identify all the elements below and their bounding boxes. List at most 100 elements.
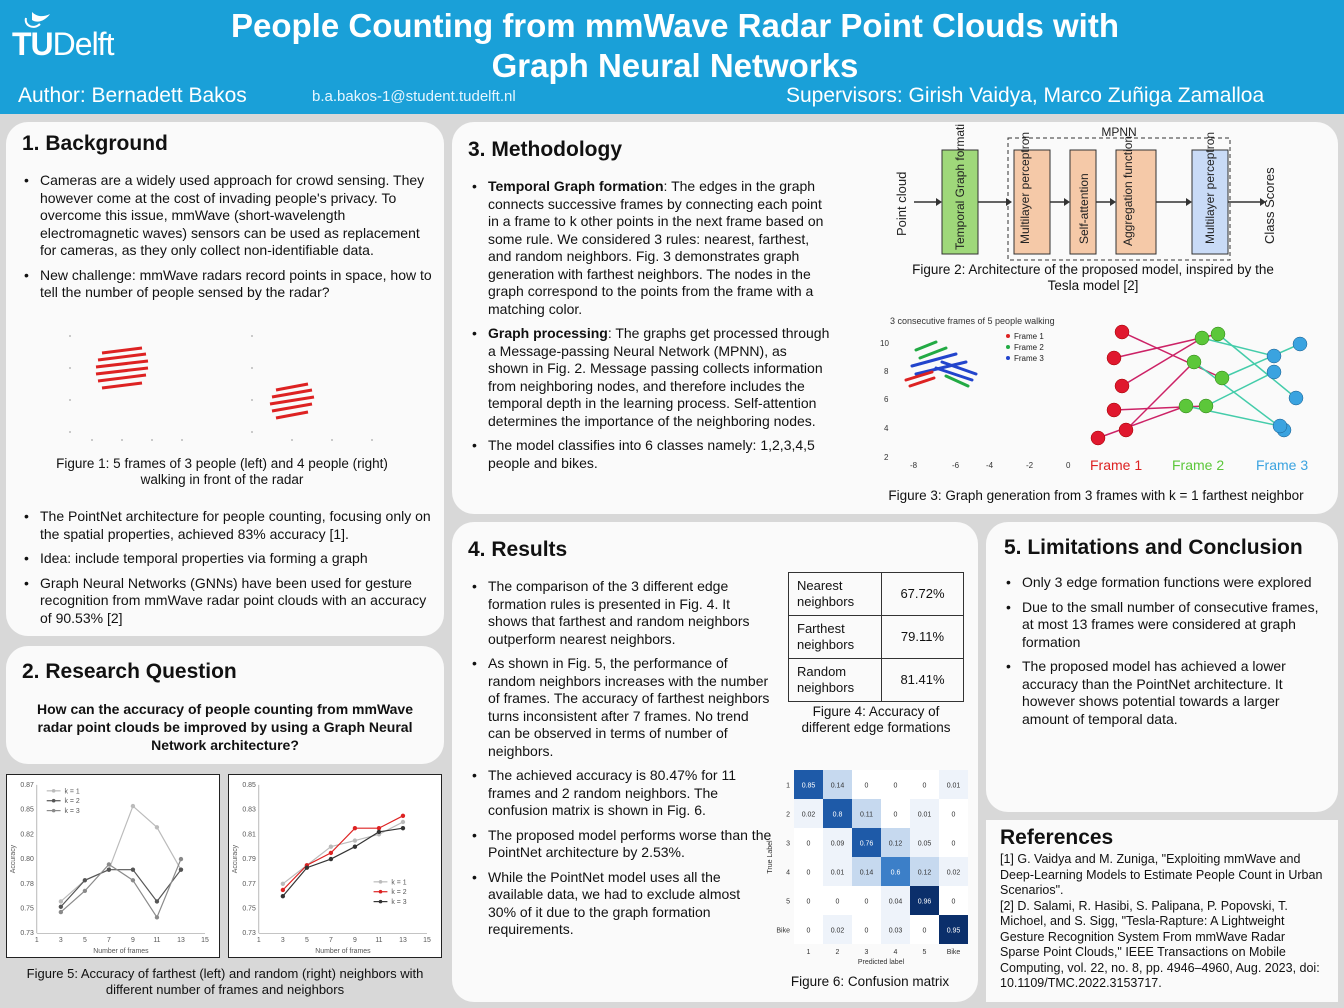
cm-cell	[910, 770, 939, 799]
x-tick-label: 7	[329, 937, 333, 944]
cm-cell	[852, 799, 881, 828]
title-line-1: People Counting from mmWave Radar Point …	[231, 7, 1119, 44]
author-email: b.a.bakos-1@student.tudelft.nl	[312, 88, 516, 105]
cm-value: 0.05	[918, 841, 932, 848]
svg-text:-2: -2	[1026, 461, 1034, 470]
data-point	[400, 813, 406, 818]
limitations-title: 5. Limitations and Conclusion	[1004, 536, 1303, 559]
figure4-caption: Figure 4: Accuracy of different edge for…	[801, 704, 951, 735]
cm-value: 0.14	[860, 870, 874, 877]
tudelft-flame-icon	[24, 12, 50, 28]
cm-value: 0	[807, 841, 811, 848]
mpnn-label: MPNN	[1101, 125, 1136, 139]
figure5-left-chart: 1 3 5 7 9 11 13 150.730.750.780.800.820.850.87N…	[6, 774, 220, 958]
y-tick-label: 0.79	[242, 856, 256, 863]
cm-value: 0.02	[802, 812, 816, 819]
data-point	[352, 838, 358, 843]
cm-cell	[794, 770, 823, 799]
data-point	[328, 850, 334, 856]
data-point	[154, 899, 160, 904]
figure1-caption: Figure 1: 5 frames of 3 people (left) an…	[56, 456, 388, 487]
y-tick-label: 0.73	[242, 930, 256, 937]
cm-y-tick: 3	[786, 841, 790, 848]
x-tick-label: 15	[201, 937, 209, 944]
cm-cell	[852, 857, 881, 886]
data-point	[376, 829, 382, 835]
figure1-point-clouds	[69, 335, 373, 441]
cm-y-tick: 1	[786, 783, 790, 790]
cm-value: 0	[865, 783, 869, 790]
x-tick-label: 1	[257, 937, 261, 944]
data-point	[280, 887, 286, 893]
frame3-nodes	[1266, 336, 1308, 438]
bullet: The PointNet architecture for people cou…	[22, 508, 432, 543]
y-tick-label: 0.75	[242, 906, 256, 913]
y-tick-label: 0.77	[242, 881, 256, 888]
cm-value: 0.01	[918, 812, 932, 819]
cm-value: 0	[865, 899, 869, 906]
bullet-graph-formation: Temporal Graph formation: The edges in t…	[470, 178, 830, 318]
x-axis-label: Number of frames	[93, 948, 149, 955]
legend-marker	[378, 889, 383, 894]
bullet-graph-processing: Graph processing: The graphs get process…	[470, 325, 830, 430]
cm-value: 0	[923, 783, 927, 790]
bullet: New challenge: mmWave radars record poin…	[22, 267, 432, 302]
fig3-plot-title: 3 consecutive frames of 5 people walking	[890, 316, 1055, 326]
data-point	[154, 825, 160, 830]
x-tick-label: 9	[131, 937, 135, 944]
references-panel: References [1] G. Vaidya and M. Zuniga, …	[986, 820, 1338, 1002]
results-title: 4. Results	[468, 538, 568, 561]
frame2-nodes	[1178, 326, 1230, 414]
data-point	[130, 867, 136, 872]
legend-label: k = 1	[391, 879, 406, 886]
research-panel: 2. Research Question How can the accurac…	[6, 646, 444, 764]
bullet: The proposed model has achieved a lower …	[1004, 658, 1324, 728]
svg-text:Multilayer perceptron: Multilayer perceptron	[1203, 132, 1217, 244]
cm-value: 0.96	[918, 899, 932, 906]
data-point	[58, 899, 64, 904]
x-tick-label: 13	[177, 937, 185, 944]
figure5-right-chart: 1 3 5 7 9 11 13 150.730.750.770.790.810.830.85N…	[228, 774, 442, 958]
frame3-label: Frame 3	[1256, 457, 1308, 473]
axis-dots-right	[251, 335, 373, 441]
figure3-graph-generation: 3 consecutive frames of 5 people walking…	[880, 316, 1308, 473]
reference-item: [1] G. Vaidya and M. Zuniga, "Exploiting…	[1000, 852, 1323, 897]
cm-cell	[881, 799, 910, 828]
cm-value: 0.09	[831, 841, 845, 848]
bullet: Idea: include temporal properties via fo…	[22, 550, 432, 568]
cm-x-tick: 5	[923, 949, 927, 956]
block-temporal-graph	[941, 149, 979, 255]
cm-cell	[823, 770, 852, 799]
results-bullets: The comparison of the 3 different edge f…	[470, 578, 772, 946]
y-axis-label: Accuracy	[232, 844, 239, 873]
svg-text:Multilayer perceptron: Multilayer perceptron	[1018, 132, 1032, 244]
cm-value: 0.12	[918, 870, 932, 877]
data-point	[82, 888, 88, 894]
limitations-bullets: Only 3 edge formation functions were exp…	[1004, 574, 1324, 735]
bullet: While the PointNet model uses all the av…	[470, 869, 772, 939]
figure5-caption: Figure 5: Accuracy of farthest (left) an…	[26, 966, 424, 997]
cm-value: 0	[865, 928, 869, 935]
figure2-architecture: MPNN Point cloud Temporal Graph formatio…	[894, 124, 1277, 261]
y-tick-label: 0.82	[20, 831, 34, 838]
cm-cell	[939, 828, 968, 857]
series-line	[60, 869, 182, 908]
arch-output: Class Scores	[1262, 167, 1277, 244]
figure6-caption: Figure 6: Confusion matrix	[790, 974, 950, 989]
cm-cell	[939, 857, 968, 886]
x-tick-label: 11	[153, 937, 160, 944]
data-point	[106, 862, 112, 867]
legend-marker	[51, 789, 56, 793]
cm-cell	[910, 915, 939, 944]
bullet: The model classifies into 6 classes name…	[470, 437, 830, 472]
legend-label: k = 2	[391, 889, 406, 896]
y-tick-label: 0.85	[242, 782, 256, 789]
svg-text:2: 2	[884, 453, 889, 462]
cm-cell	[823, 915, 852, 944]
cm-value: 0	[894, 783, 898, 790]
legend-label: k = 2	[65, 798, 80, 805]
background-title: 1. Background	[22, 132, 168, 155]
y-tick-label: 0.81	[242, 831, 256, 838]
y-tick-label: 0.73	[20, 930, 34, 937]
cm-value: 0.85	[802, 783, 816, 790]
